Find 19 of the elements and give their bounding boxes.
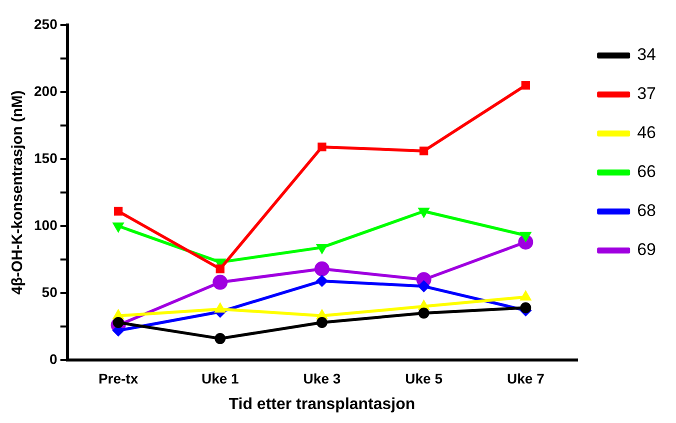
- x-tick-label: Uke 5: [405, 370, 443, 386]
- y-tick-label: 100: [34, 216, 58, 233]
- y-tick-label: 250: [34, 16, 58, 32]
- legend-label: 34: [637, 45, 656, 64]
- x-tick-label: Uke 3: [303, 370, 341, 386]
- y-tick-label: 150: [34, 150, 58, 166]
- x-tick-label: Uke 7: [506, 370, 545, 386]
- x-axis-title: Tid etter transplantasjon: [228, 396, 416, 413]
- y-axis-title: 4β-OH-K-konsentrasjon (nM): [9, 90, 26, 295]
- y-tick-label: 50: [42, 284, 58, 300]
- y-tick-label: 0: [50, 350, 58, 367]
- legend-label: 68: [637, 201, 656, 220]
- x-tick-label: Uke 1: [201, 370, 240, 386]
- y-tick-label: 200: [34, 82, 58, 99]
- legend-label: 66: [637, 162, 656, 182]
- legend-label: 69: [637, 240, 656, 260]
- legend-label: 46: [637, 123, 656, 142]
- x-tick-label: Pre-tx: [98, 370, 138, 386]
- legend-label: 37: [637, 84, 656, 104]
